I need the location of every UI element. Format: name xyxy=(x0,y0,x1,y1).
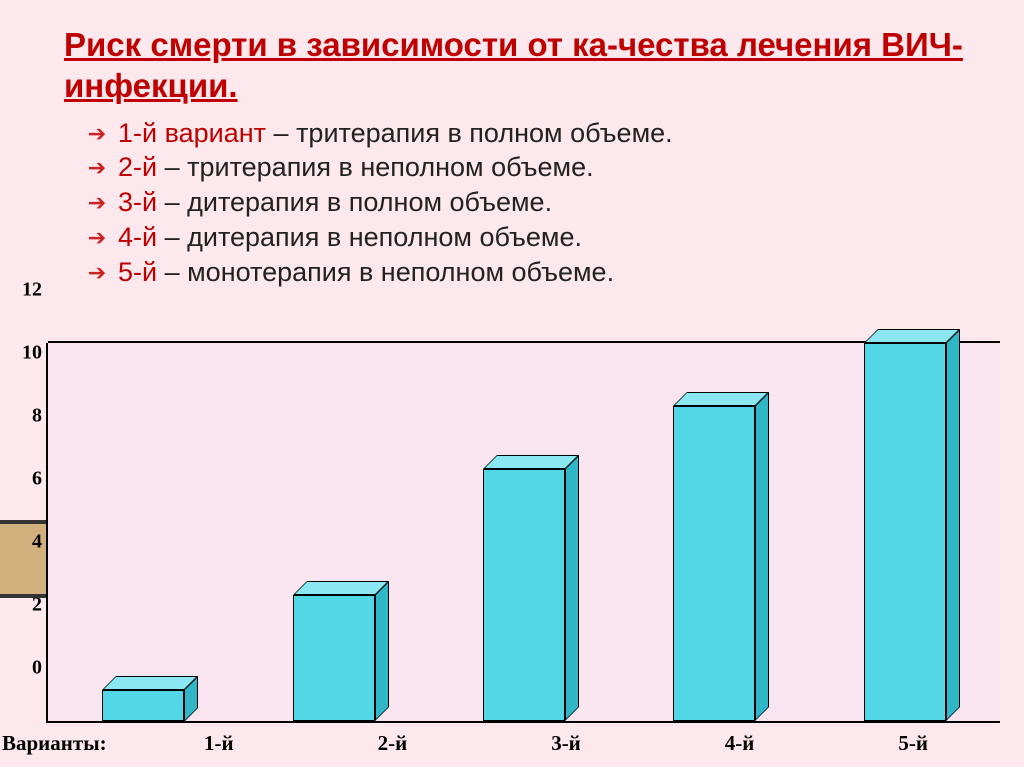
y-tick-label: 0 xyxy=(6,657,42,680)
legend-rest: – тритерапия в полном объеме. xyxy=(266,118,673,148)
bar-front xyxy=(483,469,565,721)
y-tick-label: 6 xyxy=(6,468,42,491)
bar-side xyxy=(946,329,960,721)
legend-lead: 4-й xyxy=(118,222,157,252)
bar-side xyxy=(375,581,389,721)
legend-item-3: ➔ 3-й – дитерапия в полном объеме. xyxy=(86,186,994,220)
x-tick-label: 1-й xyxy=(132,725,306,765)
arrow-icon: ➔ xyxy=(86,224,108,252)
y-tick-label: 8 xyxy=(6,405,42,428)
bar-side xyxy=(565,455,579,721)
legend-item-1: ➔ 1-й вариант – тритерапия в полном объем… xyxy=(86,117,994,151)
y-axis-labels: 024681012 xyxy=(6,335,44,723)
bar-top xyxy=(673,392,769,406)
legend-lead: 5-й xyxy=(118,257,157,287)
legend-rest: – тритерапия в неполном объеме. xyxy=(157,152,594,182)
arrow-icon: ➔ xyxy=(86,154,108,182)
plot-area xyxy=(46,343,1000,723)
legend-lead: 1-й вариант xyxy=(118,118,266,148)
x-tick-label: 3-й xyxy=(479,725,653,765)
x-axis-label: Варианты: xyxy=(2,725,132,765)
x-tick-label: 5-й xyxy=(826,725,1000,765)
bar-front xyxy=(293,595,375,721)
bar-top xyxy=(102,676,198,690)
x-axis: Варианты: 1-й2-й3-й4-й5-й xyxy=(46,725,1000,765)
legend-rest: – дитерапия в полном объеме. xyxy=(157,187,552,217)
bars-container xyxy=(48,343,1000,721)
bar-top xyxy=(864,329,960,343)
x-tick-label: 4-й xyxy=(653,725,827,765)
legend-rest: – дитерапия в неполном объеме. xyxy=(157,222,582,252)
bar-front xyxy=(673,406,755,721)
bar-side xyxy=(755,392,769,721)
legend-item-5: ➔ 5-й – монотерапия в неполном объеме. xyxy=(86,256,994,290)
x-tick-label: 2-й xyxy=(306,725,480,765)
bar-top xyxy=(293,581,389,595)
bar-slot xyxy=(429,343,619,721)
bar-front xyxy=(864,343,946,721)
arrow-icon: ➔ xyxy=(86,120,108,148)
bar-5 xyxy=(864,343,946,721)
arrow-icon: ➔ xyxy=(86,259,108,287)
y-tick-label: 10 xyxy=(6,342,42,365)
legend-lead: 2-й xyxy=(118,152,157,182)
x-axis-ticks: 1-й2-й3-й4-й5-й xyxy=(132,725,1000,765)
bar-top xyxy=(483,455,579,469)
legend-lead: 3-й xyxy=(118,187,157,217)
y-tick-label: 2 xyxy=(6,594,42,617)
legend-rest: – монотерапия в неполном объеме. xyxy=(157,257,614,287)
chart: 024681012 Варианты: 1-й2-й3-й4-й5-й xyxy=(0,335,1016,765)
legend-item-4: ➔ 4-й – дитерапия в неполном объеме. xyxy=(86,221,994,255)
y-tick-label: 12 xyxy=(6,279,42,302)
bar-slot xyxy=(810,343,1000,721)
slide: Риск смерти в зависимости от ка-чества л… xyxy=(0,0,1024,767)
y-tick-label: 4 xyxy=(6,531,42,554)
bar-4 xyxy=(673,406,755,721)
bar-slot xyxy=(619,343,809,721)
legend-item-2: ➔ 2-й – тритерапия в неполном объеме. xyxy=(86,151,994,185)
bar-3 xyxy=(483,469,565,721)
bar-1 xyxy=(102,690,184,722)
bar-slot xyxy=(238,343,428,721)
bar-front xyxy=(102,690,184,722)
slide-title: Риск смерти в зависимости от ка-чества л… xyxy=(64,24,994,107)
bar-slot xyxy=(48,343,238,721)
legend-list: ➔ 1-й вариант – тритерапия в полном объем… xyxy=(86,117,994,290)
bar-2 xyxy=(293,595,375,721)
arrow-icon: ➔ xyxy=(86,189,108,217)
